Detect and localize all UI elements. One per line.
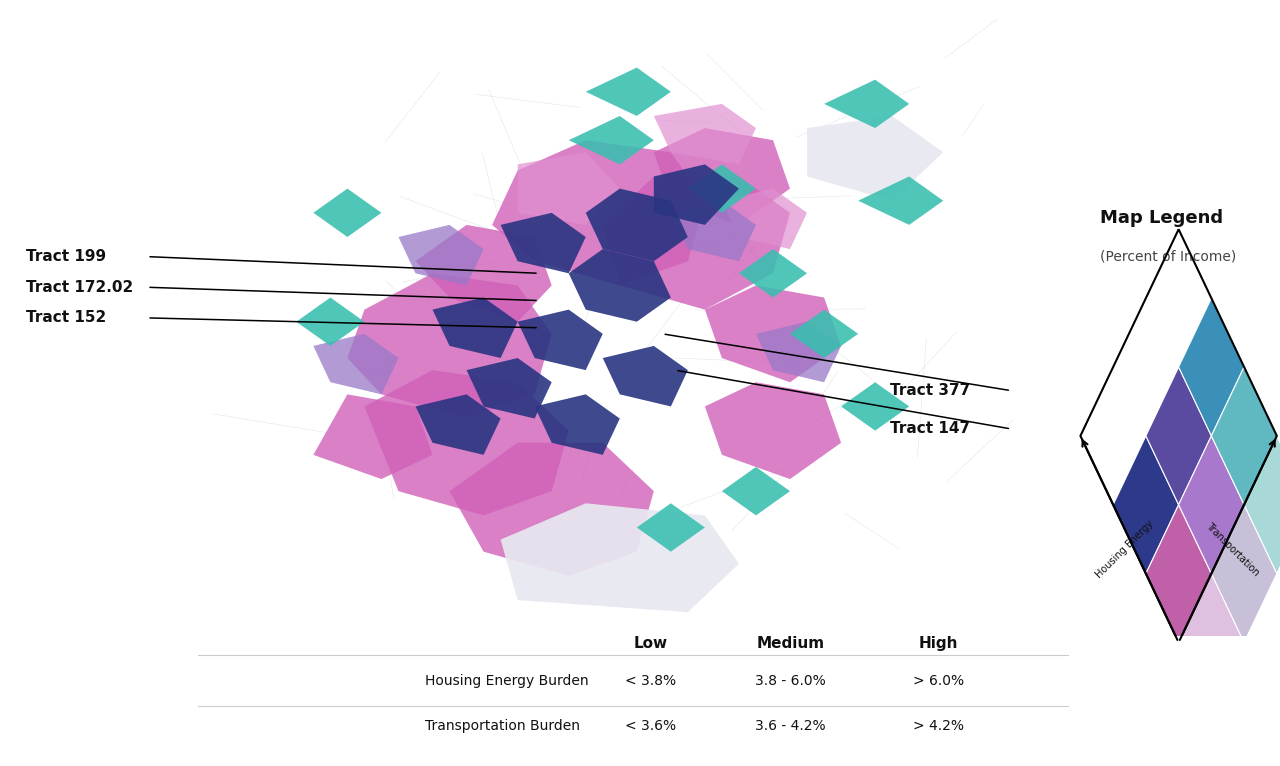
- Text: Transportation: Transportation: [1204, 521, 1261, 578]
- Polygon shape: [722, 188, 808, 249]
- Polygon shape: [500, 213, 586, 273]
- Polygon shape: [705, 382, 841, 479]
- Polygon shape: [687, 165, 756, 213]
- Polygon shape: [297, 297, 365, 346]
- Polygon shape: [492, 140, 705, 286]
- Polygon shape: [568, 249, 671, 322]
- Polygon shape: [416, 225, 552, 322]
- Text: Low: Low: [634, 636, 668, 650]
- Polygon shape: [1211, 505, 1277, 643]
- Polygon shape: [1114, 436, 1179, 574]
- Polygon shape: [347, 273, 552, 418]
- Polygon shape: [654, 165, 739, 225]
- Text: Tract 199: Tract 199: [26, 249, 106, 264]
- Polygon shape: [517, 152, 620, 225]
- Polygon shape: [433, 297, 517, 358]
- Text: Tract 152: Tract 152: [26, 310, 106, 326]
- Polygon shape: [398, 225, 484, 286]
- Text: Housing Energy Burden: Housing Energy Burden: [425, 674, 589, 688]
- Polygon shape: [517, 309, 603, 370]
- Text: Map Legend: Map Legend: [1101, 209, 1224, 228]
- Text: > 6.0%: > 6.0%: [913, 674, 964, 688]
- Text: < 3.8%: < 3.8%: [626, 674, 677, 688]
- Polygon shape: [535, 394, 620, 455]
- Polygon shape: [671, 201, 756, 261]
- Polygon shape: [637, 503, 705, 552]
- Text: Housing Energy: Housing Energy: [1094, 519, 1156, 580]
- Text: Tract 172.02: Tract 172.02: [26, 280, 133, 295]
- Polygon shape: [314, 394, 433, 479]
- Polygon shape: [1179, 574, 1244, 712]
- Polygon shape: [858, 176, 943, 225]
- Polygon shape: [1211, 367, 1277, 505]
- Polygon shape: [1179, 436, 1244, 574]
- Polygon shape: [500, 503, 739, 612]
- Text: 3.6 - 4.2%: 3.6 - 4.2%: [755, 719, 826, 733]
- Polygon shape: [808, 116, 943, 201]
- Polygon shape: [722, 467, 790, 516]
- Text: Tract 147: Tract 147: [890, 421, 970, 437]
- Text: Tract 377: Tract 377: [890, 383, 970, 398]
- Polygon shape: [790, 309, 858, 358]
- Polygon shape: [586, 188, 687, 261]
- Polygon shape: [365, 370, 568, 516]
- Polygon shape: [705, 286, 841, 382]
- Polygon shape: [756, 322, 841, 382]
- Polygon shape: [603, 176, 790, 309]
- Polygon shape: [841, 382, 909, 430]
- Polygon shape: [654, 128, 790, 225]
- Polygon shape: [586, 67, 671, 116]
- Polygon shape: [1244, 436, 1280, 574]
- Polygon shape: [603, 346, 687, 407]
- Polygon shape: [449, 443, 654, 576]
- Polygon shape: [739, 249, 808, 297]
- Polygon shape: [1179, 298, 1244, 436]
- Polygon shape: [467, 358, 552, 418]
- Polygon shape: [1146, 505, 1211, 643]
- Text: > 4.2%: > 4.2%: [913, 719, 964, 733]
- Polygon shape: [568, 116, 654, 165]
- Polygon shape: [824, 80, 909, 128]
- Text: High: High: [919, 636, 957, 650]
- Text: 3.8 - 6.0%: 3.8 - 6.0%: [755, 674, 826, 688]
- Polygon shape: [314, 334, 398, 394]
- Polygon shape: [654, 104, 756, 165]
- Polygon shape: [1146, 367, 1211, 505]
- Polygon shape: [416, 394, 500, 455]
- Text: < 3.6%: < 3.6%: [626, 719, 677, 733]
- Text: Medium: Medium: [756, 636, 824, 650]
- Text: Transportation Burden: Transportation Burden: [425, 719, 580, 733]
- Polygon shape: [314, 188, 381, 237]
- Text: (Percent of Income): (Percent of Income): [1101, 249, 1236, 264]
